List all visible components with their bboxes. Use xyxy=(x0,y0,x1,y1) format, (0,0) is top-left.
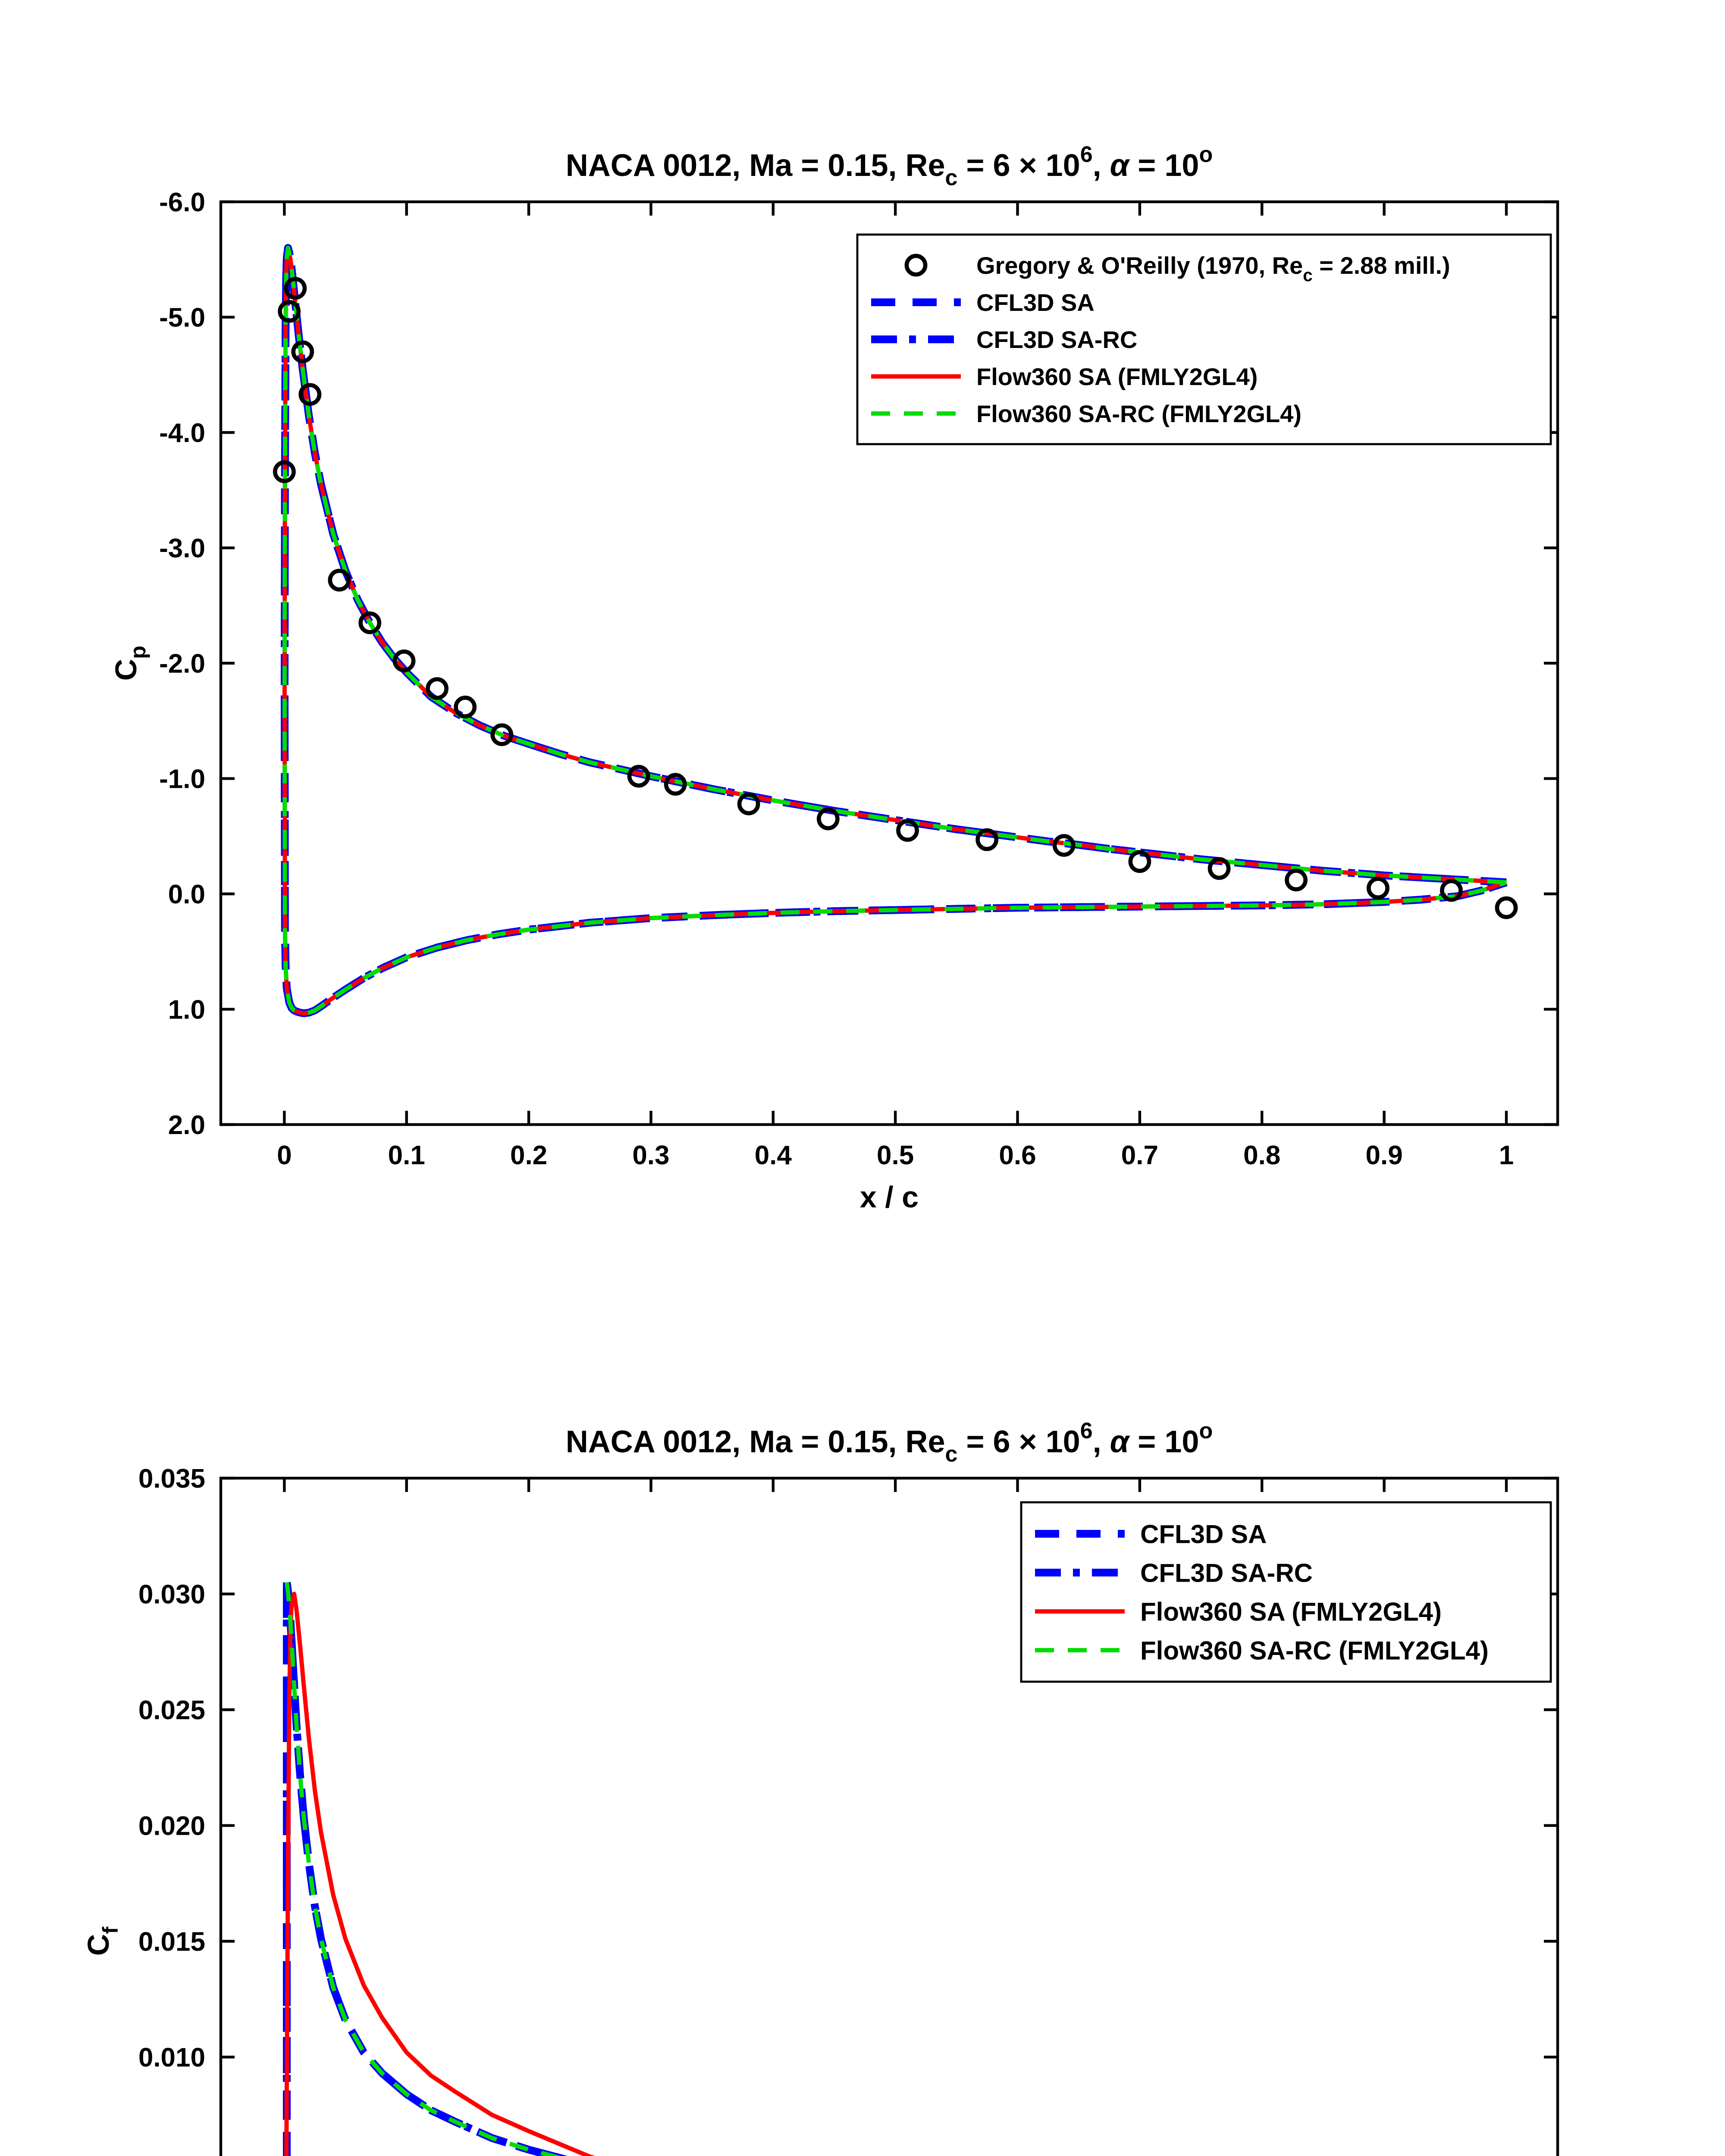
cf-chart: 00.10.20.30.40.50.60.70.80.91-0.0050.000… xyxy=(82,1419,1559,2156)
cp-chart-legend-label-gregory-o-reilly-1970-re-c-2-88-mill: Gregory & O'Reilly (1970, Rec = 2.88 mil… xyxy=(976,252,1450,285)
cf-chart-axes-box xyxy=(219,1476,1559,2156)
cp-chart-x-axis-label: x / c xyxy=(860,1180,919,1214)
cf-chart-y-tick-label: 0.015 xyxy=(138,1927,205,1957)
cf-chart-y-tick-label: 0.020 xyxy=(138,1811,205,1841)
cp-chart-experiment-marker xyxy=(1285,868,1308,892)
cp-chart-experiment-marker xyxy=(426,677,448,700)
cp-chart-x-tick-label: 0.3 xyxy=(632,1141,669,1170)
cf-chart-legend-label-cfl3d-sa-rc: CFL3D SA-RC xyxy=(1140,1559,1313,1588)
cp-chart-y-tick-label: 2.0 xyxy=(168,1110,205,1140)
cp-chart-y-tick-label: -1.0 xyxy=(159,765,205,794)
cf-chart-series-flow360-sa-fmly2gl4-cf-upper-red xyxy=(284,1592,596,2156)
cp-chart-experiment-marker xyxy=(975,828,999,851)
cp-chart-experiment-marker xyxy=(392,649,416,673)
cf-chart-y-tick-label: 0.030 xyxy=(138,1580,205,1610)
cf-chart-y-tick-label: 0.025 xyxy=(138,1695,205,1725)
cf-chart-y-axis-label: Cf xyxy=(82,1927,122,1956)
cp-chart-x-tick-label: 0 xyxy=(277,1141,292,1170)
cp-chart-y-axis-label: Cp xyxy=(109,646,150,680)
cp-chart-experiment-marker xyxy=(454,696,477,719)
cp-chart-y-tick-label: -2.0 xyxy=(159,649,205,679)
cp-chart-experiment-marker xyxy=(490,723,514,746)
cf-chart-legend-label-flow360-sa-fmly2gl4: Flow360 SA (FMLY2GL4) xyxy=(1140,1598,1442,1626)
cp-chart-y-tick-label: -4.0 xyxy=(159,418,205,448)
cp-chart-x-tick-label: 0.5 xyxy=(877,1141,914,1170)
cp-chart-experiment-marker xyxy=(358,611,382,634)
cf-chart-series-cfl3d-sa-rc-cf-upper-a xyxy=(283,1582,568,2156)
cp-chart-y-tick-label: -3.0 xyxy=(159,534,205,564)
cf-chart-legend-label-cfl3d-sa: CFL3D SA xyxy=(1140,1520,1267,1549)
cp-chart-experiment-marker xyxy=(291,340,314,364)
cp-chart-experiment-marker xyxy=(298,383,322,406)
cp-chart-experiment-marker xyxy=(627,765,650,788)
cp-chart-legend-label-flow360-sa-rc-fmly2gl4: Flow360 SA-RC (FMLY2GL4) xyxy=(976,400,1302,427)
cp-chart-legend-label-cfl3d-sa-rc: CFL3D SA-RC xyxy=(976,326,1137,353)
cp-chart-x-tick-label: 0.1 xyxy=(388,1141,425,1170)
cp-chart-x-tick-label: 0.6 xyxy=(999,1141,1036,1170)
cf-chart-y-tick-label: 0.010 xyxy=(138,2043,205,2073)
cp-chart-legend-label-cfl3d-sa: CFL3D SA xyxy=(976,289,1095,316)
cp-chart-legend-box xyxy=(856,233,1552,445)
cp-chart-y-tick-label: 0.0 xyxy=(168,880,205,909)
cp-chart-experiment-marker xyxy=(1128,850,1151,873)
cp-chart-axes-box xyxy=(219,200,1559,1126)
cp-chart-y-tick-label: -6.0 xyxy=(159,188,205,217)
cp-chart-y-tick-label: -5.0 xyxy=(159,303,205,333)
cp-chart-experiment-marker xyxy=(896,819,919,842)
cp-chart-experiment-marker xyxy=(1367,877,1389,900)
cf-chart-y-tick-label: 0.035 xyxy=(138,1464,205,1494)
cp-chart-x-tick-label: 0.9 xyxy=(1366,1141,1403,1170)
cf-chart-legend-label-flow360-sa-rc-fmly2gl4: Flow360 SA-RC (FMLY2GL4) xyxy=(1140,1636,1489,1665)
cp-chart-legend-label-flow360-sa-fmly2gl4: Flow360 SA (FMLY2GL4) xyxy=(976,363,1258,390)
cp-chart: 0 0.1 0.2 0.3 0.4 0.5 0.6 0.7 0.8 0.9 1 -6.0 -5.0 -4.… xyxy=(109,142,1559,1214)
cp-chart-experiment-marker xyxy=(284,277,307,300)
cp-chart-x-tick-label: 0.7 xyxy=(1121,1141,1158,1170)
cp-chart-experiment-marker xyxy=(1208,857,1231,880)
cp-chart-experiment-marker xyxy=(273,460,296,483)
cp-chart-x-tick-label: 1 xyxy=(1499,1141,1514,1170)
cp-chart-experiment-marker xyxy=(328,569,351,592)
cp-chart-legend-marker-gregory-o-reilly-1970-re-c-2-88-mill xyxy=(904,254,928,277)
cf-chart-title: NACA 0012, Ma = 0.15, Rec = 6 × 106, α =… xyxy=(566,1419,1213,1467)
cp-chart-experiment-marker xyxy=(1052,834,1076,857)
cp-chart-x-tick-label: 0.4 xyxy=(755,1141,792,1170)
cp-chart-experiment-marker xyxy=(664,773,687,796)
cp-chart-experiment-marker xyxy=(816,807,840,830)
cp-chart-experiment-marker xyxy=(278,300,301,323)
cp-chart-y-tick-label: 1.0 xyxy=(168,995,205,1025)
cp-chart-experiment-marker xyxy=(737,792,760,815)
cp-chart-experiment-marker xyxy=(1440,879,1463,902)
cp-chart-x-tick-label: 0.2 xyxy=(510,1141,547,1170)
cp-chart-x-tick-label: 0.8 xyxy=(1243,1141,1280,1170)
cp-chart-experiment-marker xyxy=(1495,896,1518,919)
cp-chart-title: NACA 0012, Ma = 0.15, Rec = 6 × 106, α =… xyxy=(566,142,1213,191)
